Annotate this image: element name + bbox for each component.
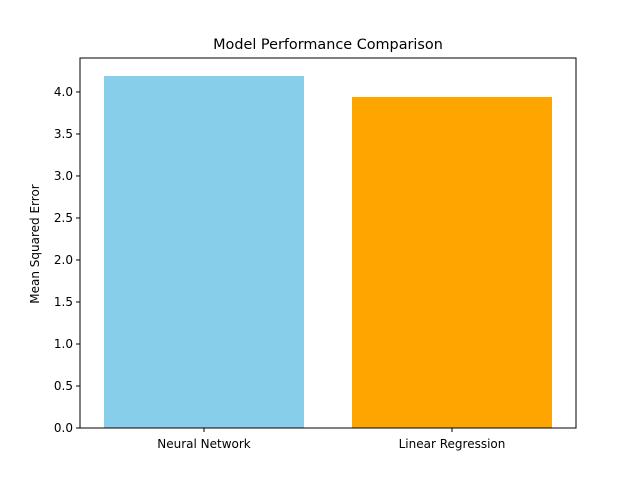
bar-neural-network [104,76,304,428]
y-axis-ticks: 0.0 0.5 1.0 1.5 2.0 2.5 3.0 3.5 4.0 [54,85,80,435]
y-tick-label: 3.0 [54,169,73,183]
plot-area-frame [79,57,577,429]
y-tick-label: 1.5 [54,295,73,309]
y-tick-label: 2.0 [54,253,73,267]
chart-title: Model Performance Comparison [213,37,443,53]
y-tick-label: 0.0 [54,421,73,435]
y-tick-label: 4.0 [54,85,73,99]
x-axis-ticks: Neural Network Linear Regression [157,428,505,451]
y-tick-label: 0.5 [54,379,73,393]
x-tick-label: Neural Network [157,437,251,451]
bars-layer [104,76,552,429]
y-tick-label: 3.5 [54,127,73,141]
y-tick-label: 1.0 [54,337,73,351]
y-axis-label: Mean Squared Error [28,184,42,304]
y-tick-label: 2.5 [54,211,73,225]
x-tick-label: Linear Regression [399,437,506,451]
bar-linear-regression [352,97,552,429]
